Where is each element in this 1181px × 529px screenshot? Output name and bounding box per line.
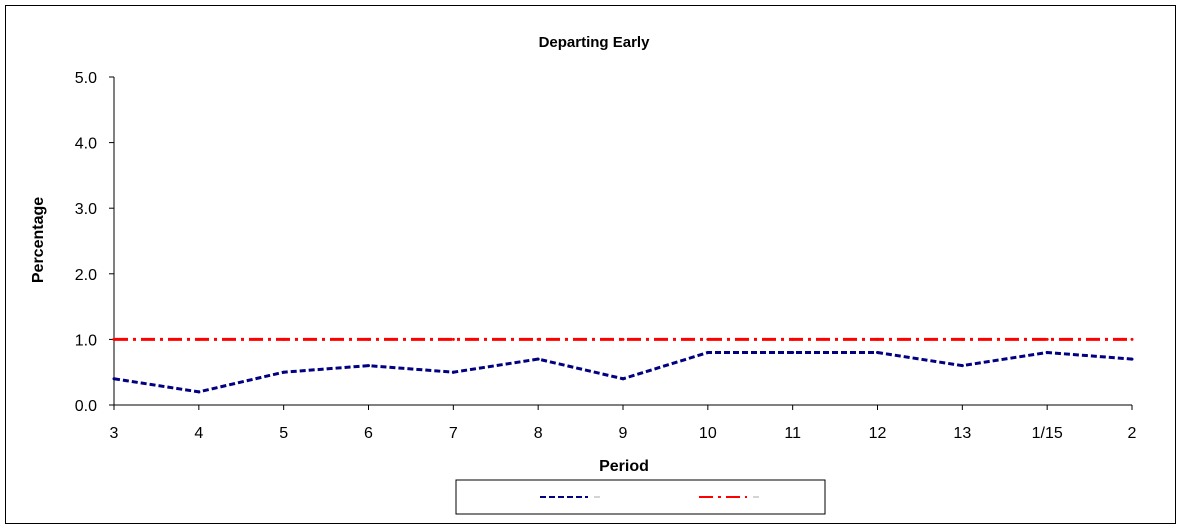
data-point bbox=[536, 337, 540, 341]
legend bbox=[455, 479, 826, 515]
data-point bbox=[621, 337, 625, 341]
data-point bbox=[451, 337, 455, 341]
data-point bbox=[960, 364, 964, 368]
data-point bbox=[451, 370, 455, 374]
data-point bbox=[876, 337, 879, 341]
x-tick-label: 3 bbox=[110, 425, 119, 442]
data-point bbox=[1045, 351, 1049, 355]
x-tick-label: 4 bbox=[194, 425, 203, 442]
y-tick-label: 2.0 bbox=[75, 267, 97, 284]
x-tick-label: 10 bbox=[699, 425, 717, 442]
y-tick-label: 1.0 bbox=[75, 332, 97, 349]
x-tick-label: 11 bbox=[784, 425, 801, 442]
data-point bbox=[1045, 337, 1049, 341]
x-axis-label: Period bbox=[599, 458, 649, 475]
x-tick-label: 9 bbox=[619, 425, 628, 442]
series-line-1 bbox=[113, 351, 1133, 394]
data-point bbox=[876, 351, 879, 355]
chart-frame bbox=[5, 5, 1176, 524]
axes: 0.0 1.0 2.0 3.0 4.0 5.0 3 4 5 6 7 8 9 10 11 12 13 1/15 2 bbox=[75, 70, 1137, 442]
chart-title: Departing Early bbox=[539, 34, 651, 51]
data-point bbox=[197, 390, 201, 394]
x-tick-label: 12 bbox=[869, 425, 887, 442]
data-point bbox=[791, 351, 795, 355]
data-point bbox=[367, 364, 370, 368]
y-tick-label: 5.0 bbox=[75, 70, 97, 87]
y-tick-label: 3.0 bbox=[75, 201, 97, 218]
x-tick-label: 2 bbox=[1128, 425, 1137, 442]
data-point bbox=[621, 377, 625, 381]
data-point bbox=[1130, 337, 1134, 341]
data-point bbox=[791, 337, 795, 341]
data-point bbox=[367, 337, 370, 341]
y-tick-label: 0.0 bbox=[75, 398, 97, 415]
x-tick-label: 7 bbox=[449, 425, 458, 442]
x-tick-label: 8 bbox=[534, 425, 543, 442]
data-point bbox=[706, 351, 710, 355]
data-point bbox=[282, 370, 286, 374]
series-layer bbox=[112, 337, 1134, 394]
x-tick-label: 6 bbox=[364, 425, 373, 442]
y-tick-label: 4.0 bbox=[75, 136, 97, 153]
data-point bbox=[112, 337, 116, 341]
data-point bbox=[960, 337, 964, 341]
data-point bbox=[197, 337, 201, 341]
data-point bbox=[1130, 357, 1134, 361]
x-tick-label: 5 bbox=[279, 425, 288, 442]
data-point bbox=[282, 337, 286, 341]
data-point bbox=[536, 357, 540, 361]
legend-box bbox=[455, 479, 826, 515]
y-axis-label: Percentage bbox=[30, 197, 47, 283]
data-point bbox=[112, 377, 116, 381]
x-tick-label: 13 bbox=[953, 425, 971, 442]
x-tick-label: 1/15 bbox=[1032, 425, 1063, 442]
data-point bbox=[706, 337, 710, 341]
